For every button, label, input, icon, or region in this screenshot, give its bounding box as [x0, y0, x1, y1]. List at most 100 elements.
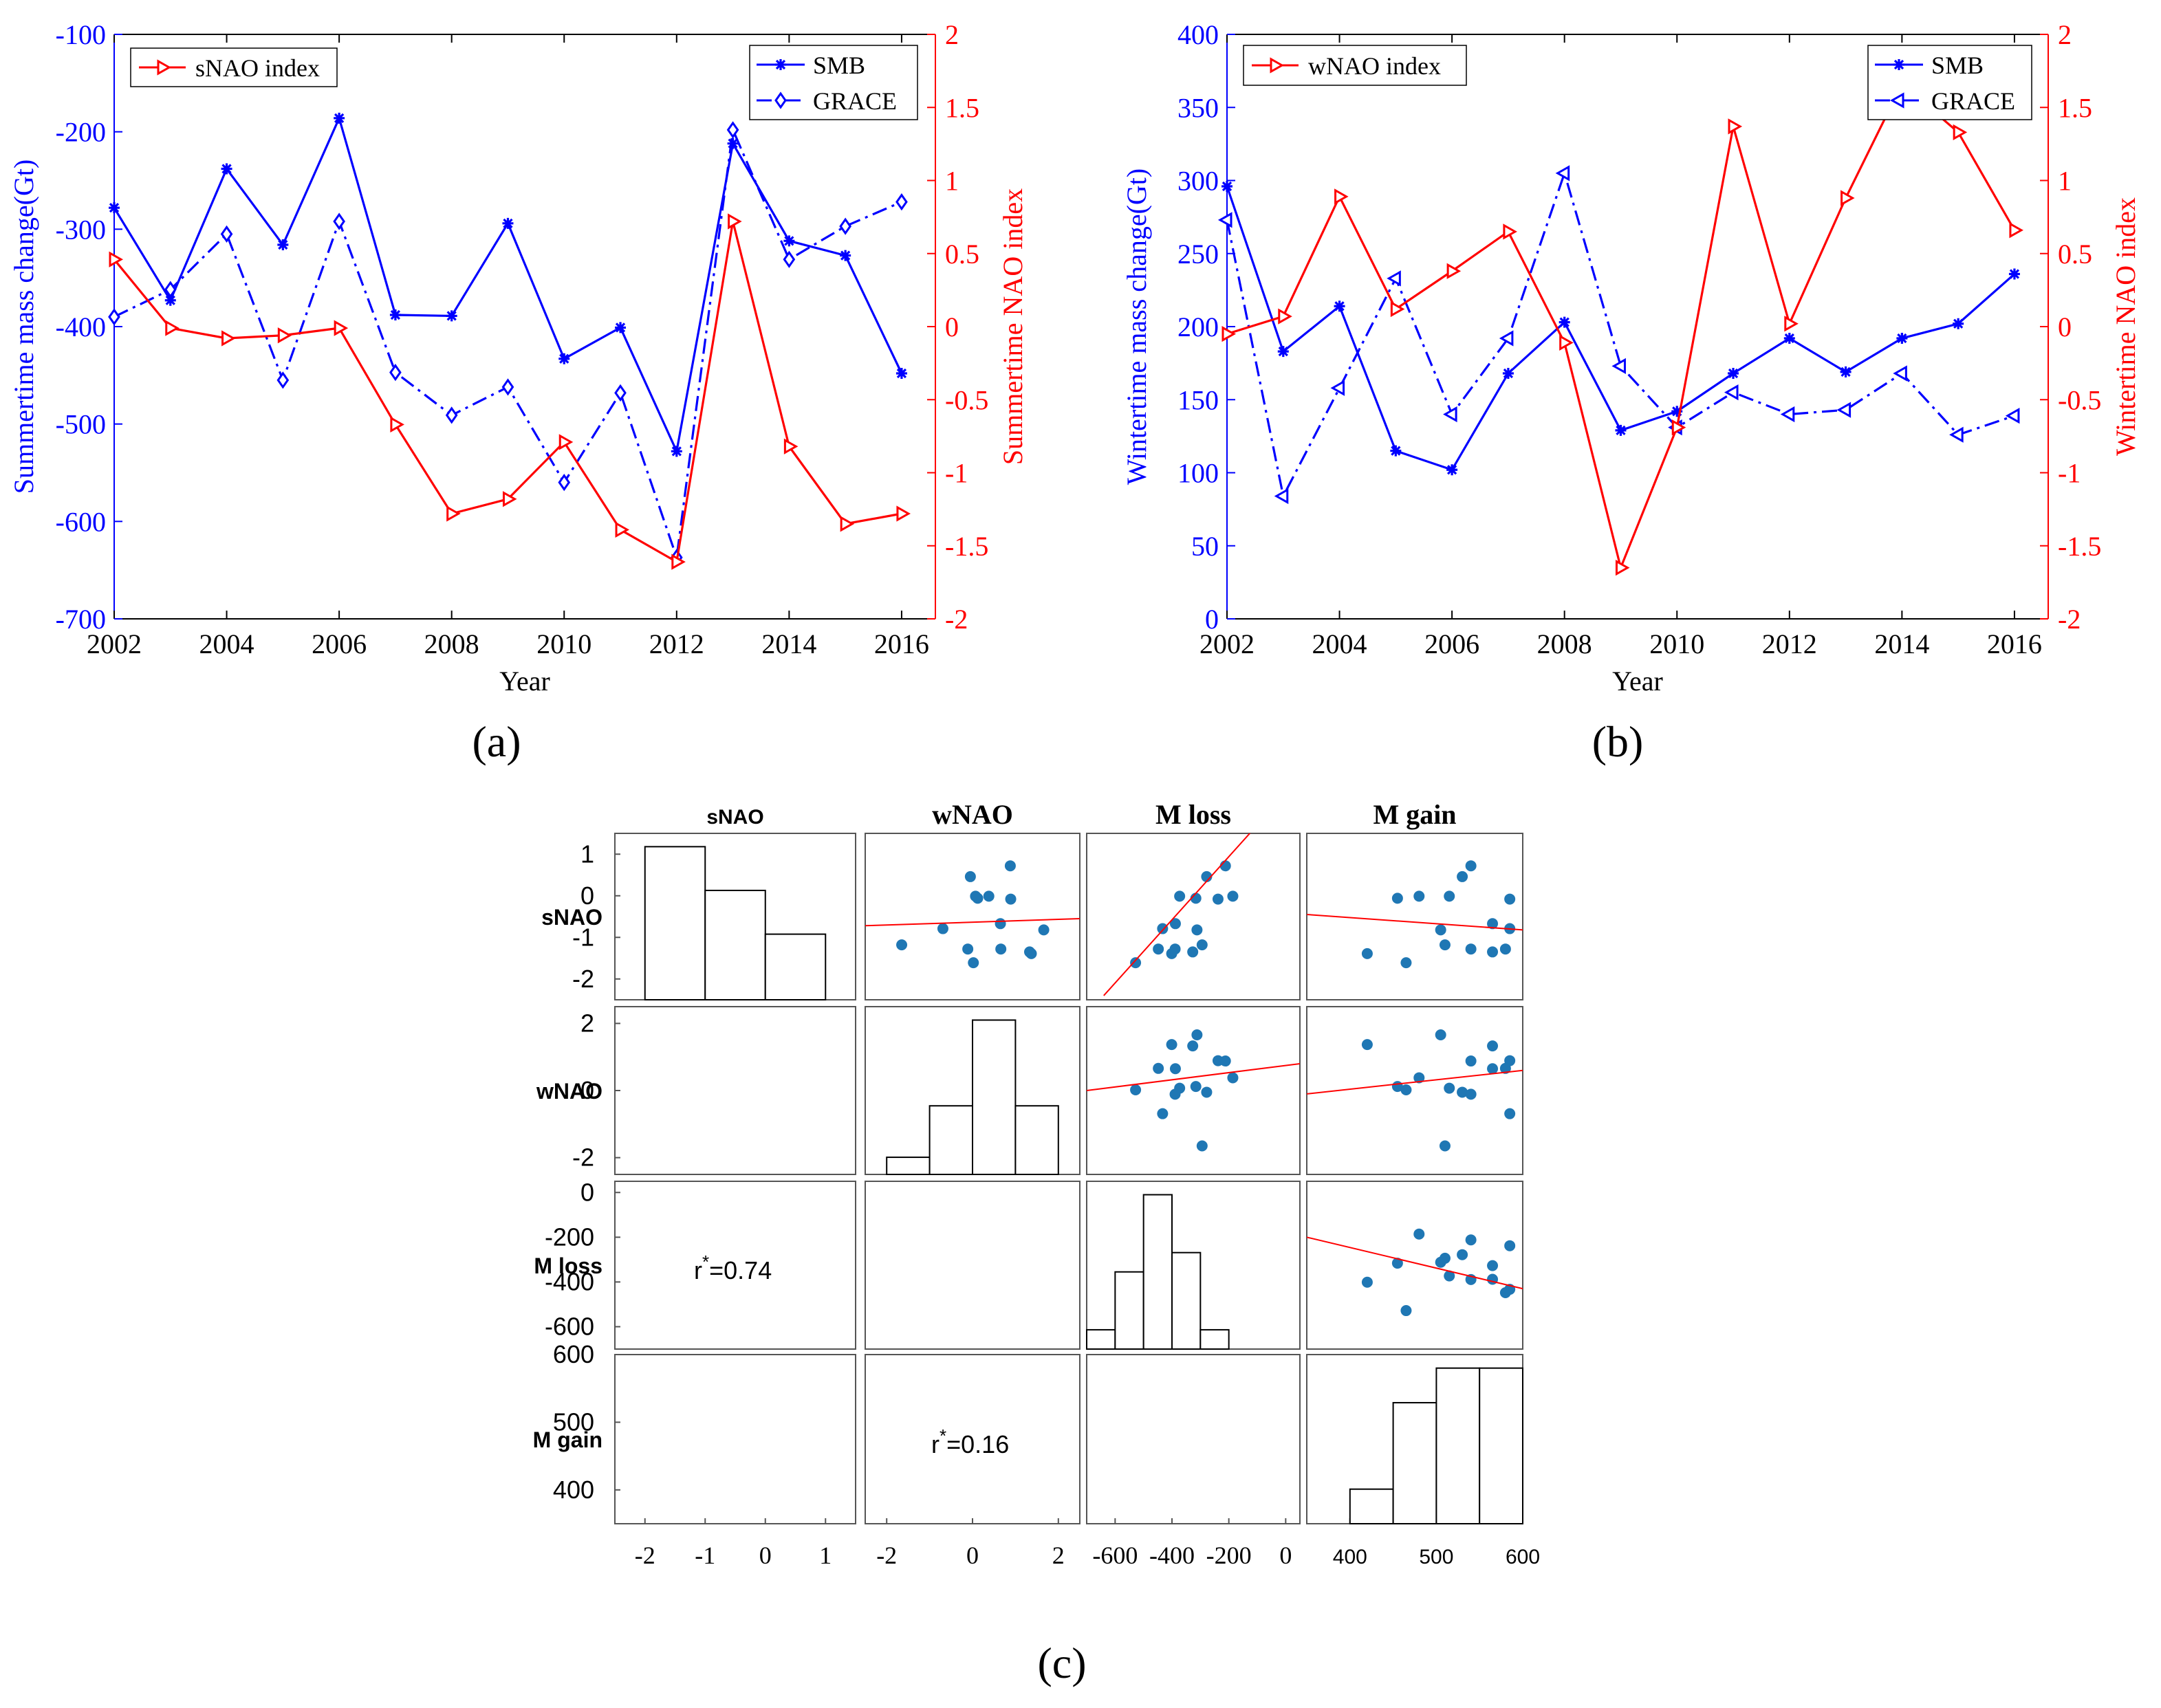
- c-scatter-point-snao-wnao-8: [937, 923, 948, 934]
- c-scatter-point-wnao-m-gain-10: [1400, 1084, 1412, 1096]
- c-row-tick-label-m-gain: 500: [553, 1408, 594, 1436]
- c-scatter-point-snao-wnao-13: [1023, 946, 1035, 958]
- c-col-tick-label-snao: 1: [819, 1542, 832, 1569]
- c-scatter-point-snao-m-gain-13: [1487, 946, 1499, 958]
- c-hist-bar-snao-1: [704, 889, 766, 1000]
- a-point-grace-2002: [108, 308, 120, 326]
- c-row-tick-label-snao: 0: [580, 882, 594, 910]
- b-point-smb-2014: [1896, 333, 1908, 344]
- c-fit-line-wnao-m-loss: [1087, 1062, 1300, 1091]
- c-annotation-star: *: [940, 1425, 946, 1446]
- a-point-snao-index-2006: [334, 320, 349, 336]
- c-scatter-point-m-loss-m-gain-10: [1400, 1305, 1412, 1317]
- b-y-left-tick-label: 150: [1177, 384, 1219, 415]
- a-point-grace-2016: [895, 193, 908, 211]
- c-cell-frame-wnao-snao: [614, 1006, 856, 1175]
- panel-label-c: (c): [1037, 1639, 1086, 1687]
- b-point-grace-2012: [1780, 406, 1795, 423]
- b-point-grace-2002: [1217, 212, 1232, 228]
- a-point-snao-index-2002: [109, 251, 124, 267]
- b-y-left-tick-label: 50: [1191, 531, 1219, 562]
- a-point-smb-2002: [109, 202, 120, 214]
- b-y-left-tick-label: 350: [1177, 92, 1219, 123]
- b-legend-mass-box: [1867, 45, 2032, 120]
- a-point-smb-2013: [727, 138, 739, 149]
- c-row-label-snao: sNAO: [541, 905, 602, 930]
- c-hist-bar-snao-0: [644, 846, 706, 1000]
- a-point-smb-2010: [558, 353, 570, 364]
- a-x-tick-label: 2010: [536, 628, 591, 659]
- c-hist-bar-m-gain-0: [1349, 1488, 1394, 1525]
- b-y-right-tick-label: -0.5: [2058, 384, 2101, 415]
- a-x-tick-label: 2012: [649, 628, 704, 659]
- b-legend-smb-label: SMB: [1931, 52, 1984, 79]
- a-y-right-tick-label: 1: [945, 166, 959, 197]
- a-point-snao-index-2014: [783, 438, 799, 455]
- a-point-smb-2009: [502, 217, 514, 229]
- b-y-right-tick-label: 1.5: [2058, 92, 2092, 123]
- b-y-right-tick-label: 1: [2058, 166, 2072, 197]
- c-col-header-wnao: wNAO: [932, 799, 1013, 830]
- a-legend-nao-marker: [157, 59, 172, 76]
- a-y-right-tick-label: 1.5: [945, 92, 979, 123]
- b-x-tick-label: 2002: [1199, 628, 1255, 659]
- b-x-tick-label: 2014: [1874, 628, 1929, 659]
- c-fit-line-m-loss-m-gain: [1307, 1236, 1523, 1290]
- a-legend-nao-label: sNAO index: [195, 54, 320, 82]
- b-legend-nao-label: wNAO index: [1308, 52, 1441, 80]
- b-y-left-tick-label: 0: [1205, 604, 1219, 635]
- b-point-grace-2016: [2005, 408, 2020, 424]
- a-point-snao-index-2011: [615, 521, 630, 538]
- c-scatter-point-snao-m-gain-10: [1400, 957, 1412, 969]
- b-legend-grace-marker: [1889, 92, 1904, 109]
- c-scatter-point-snao-m-gain-2: [1504, 893, 1516, 905]
- c-scatter-point-snao-wnao-7: [896, 939, 908, 951]
- c-scatter-point-wnao-m-loss-4: [1227, 1072, 1239, 1084]
- a-legend-smb-marker: [775, 59, 786, 70]
- c-cell-frame-snao-m-loss: [1086, 833, 1301, 1000]
- panel-label-a: (a): [472, 717, 521, 766]
- c-hist-bar-m-loss-2: [1142, 1194, 1173, 1350]
- a-y-left-axis-label: Summertime mass change(Gt): [8, 160, 39, 494]
- b-series-line-grace: [1226, 169, 2015, 500]
- c-scatter-point-m-loss-m-gain-2: [1504, 1240, 1516, 1251]
- c-scatter-point-wnao-m-loss-3: [1190, 1081, 1202, 1093]
- c-col-tick-label-snao: -1: [695, 1542, 715, 1569]
- c-scatter-point-wnao-m-gain-14: [1499, 1062, 1511, 1074]
- c-col-tick-label-snao: 0: [759, 1542, 772, 1569]
- c-col-tick-label-m-gain: 600: [1506, 1546, 1540, 1568]
- b-point-wnao-index-2006: [1446, 263, 1462, 279]
- a-x-tick-label: 2014: [761, 628, 816, 659]
- c-annotation-m-gain-wnao: r*=0.16: [931, 1425, 1009, 1458]
- a-legend-grace-label: GRACE: [813, 87, 897, 115]
- b-point-smb-2013: [1840, 366, 1851, 377]
- a-point-grace-2014: [783, 250, 796, 268]
- c-cell-frame-m-loss-snao: [614, 1181, 856, 1350]
- c-hist-bar-snao-2: [764, 933, 827, 1001]
- c-scatter-point-snao-wnao-0: [964, 871, 976, 882]
- a-y-right-tick-label: 0.5: [945, 239, 979, 270]
- b-y-right-tick-label: 0: [2058, 311, 2072, 342]
- c-row-label-m-gain: M gain: [533, 1427, 602, 1452]
- c-scatter-point-wnao-m-gain-4: [1413, 1072, 1425, 1084]
- c-scatter-point-snao-m-gain-14: [1499, 943, 1511, 955]
- c-scatter-point-snao-m-loss-12: [1191, 924, 1203, 936]
- b-point-grace-2004: [1330, 380, 1345, 396]
- c-scatter-point-wnao-m-gain-1: [1444, 1082, 1455, 1094]
- a-point-grace-2005: [276, 371, 290, 389]
- c-scatter-point-wnao-m-gain-0: [1457, 1086, 1468, 1098]
- b-y-left-tick-label: 300: [1177, 166, 1219, 197]
- b-point-grace-2007: [1499, 330, 1514, 347]
- c-scatter-point-snao-wnao-14: [995, 943, 1007, 955]
- c-row-tick-label-m-loss: -200: [545, 1223, 594, 1251]
- c-fit-line-snao-wnao: [865, 918, 1080, 927]
- c-scatter-point-wnao-m-gain-11: [1465, 1055, 1477, 1067]
- b-legend-nao: wNAO index: [1243, 45, 1467, 86]
- a-y-left-tick-label: -100: [56, 19, 106, 50]
- c-scatter-point-snao-m-loss-8: [1157, 923, 1169, 934]
- c-hist-bar-m-loss-3: [1171, 1251, 1202, 1350]
- c-scatter-point-wnao-m-loss-14: [1153, 1062, 1164, 1074]
- c-scatter-point-wnao-m-gain-5: [1487, 1063, 1499, 1075]
- c-hist-bar-wnao-3: [1014, 1105, 1059, 1175]
- b-point-grace-2008: [1555, 165, 1570, 182]
